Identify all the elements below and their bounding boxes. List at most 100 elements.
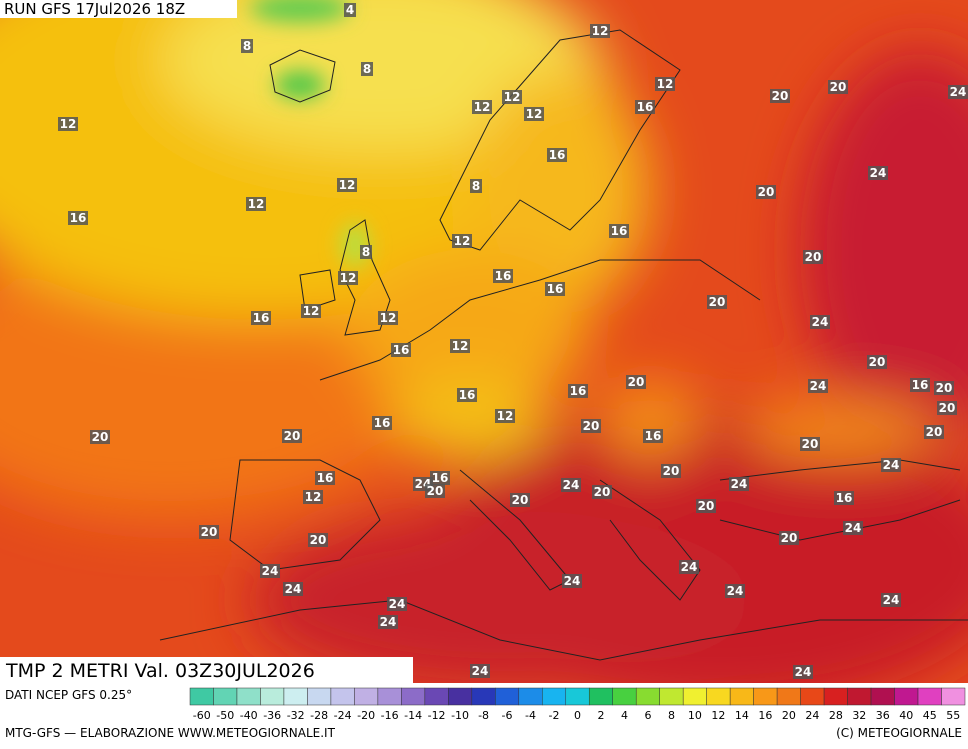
label-text: 16 xyxy=(549,148,566,162)
scale-label: 4 xyxy=(621,709,628,722)
label-box xyxy=(729,477,749,491)
contour-label: 24 xyxy=(378,615,398,629)
label-box xyxy=(547,148,567,162)
contour-label: 16 xyxy=(372,416,392,430)
scale-swatch xyxy=(729,687,754,706)
scale-swatch xyxy=(330,687,355,706)
contour-label: 24 xyxy=(793,665,813,679)
contour-label: 20 xyxy=(828,80,848,94)
contour-label: 20 xyxy=(425,484,445,498)
label-box xyxy=(452,234,472,248)
label-text: 20 xyxy=(628,375,645,389)
scale-swatch xyxy=(847,687,872,706)
contour-label: 24 xyxy=(881,458,901,472)
label-box xyxy=(881,593,901,607)
contour-label: 16 xyxy=(68,211,88,225)
contour-label: 4 xyxy=(344,3,356,17)
label-text: 20 xyxy=(772,89,789,103)
scale-swatch xyxy=(213,687,238,706)
scale-label: 40 xyxy=(899,709,913,722)
scale-swatch xyxy=(518,687,543,706)
label-box xyxy=(808,379,828,393)
contour-label: 12 xyxy=(450,339,470,353)
contour-label: 24 xyxy=(561,478,581,492)
label-box xyxy=(581,419,601,433)
label-text: 24 xyxy=(870,166,887,180)
map-title: TMP 2 METRI Val. 03Z30JUL2026 xyxy=(5,660,315,682)
label-text: 12 xyxy=(380,311,397,325)
scale-swatch xyxy=(894,687,919,706)
label-text: 24 xyxy=(681,560,698,574)
scale-swatch xyxy=(800,687,825,706)
label-text: 16 xyxy=(645,429,662,443)
scale-label: 8 xyxy=(668,709,675,722)
contour-label: 16 xyxy=(493,269,513,283)
contour-label: 20 xyxy=(867,355,887,369)
contour-label: 20 xyxy=(308,533,328,547)
label-box xyxy=(387,597,407,611)
contour-label: 8 xyxy=(360,245,372,259)
scale-swatch xyxy=(682,687,707,706)
label-text: 12 xyxy=(526,107,543,121)
label-text: 20 xyxy=(427,484,444,498)
coastlines xyxy=(159,29,968,661)
contour-label: 16 xyxy=(430,471,450,485)
label-text: 16 xyxy=(611,224,628,238)
label-box xyxy=(934,381,954,395)
label-box xyxy=(868,166,888,180)
label-text: 16 xyxy=(317,471,334,485)
contour-label: 16 xyxy=(635,100,655,114)
scale-swatch xyxy=(377,687,402,706)
scale-swatch xyxy=(236,687,261,706)
label-box xyxy=(372,416,392,430)
label-box xyxy=(948,85,968,99)
label-box xyxy=(199,525,219,539)
title-box xyxy=(0,657,413,683)
run-label: RUN GFS 17Jul2026 18Z xyxy=(4,0,185,18)
scale-swatch xyxy=(189,687,214,706)
label-text: 24 xyxy=(564,574,581,588)
contour-label: 16 xyxy=(251,311,271,325)
scale-label: -36 xyxy=(263,709,281,722)
label-box xyxy=(910,378,930,392)
scale-label: -50 xyxy=(216,709,234,722)
contour-label: 20 xyxy=(937,401,957,415)
label-text: 20 xyxy=(830,80,847,94)
contour-label: 16 xyxy=(457,388,477,402)
credit: MTG-GFS — ELABORAZIONE WWW.METEOGIORNALE… xyxy=(5,726,336,740)
contour-label: 20 xyxy=(90,430,110,444)
label-text: 16 xyxy=(432,471,449,485)
contour-label: 12 xyxy=(378,311,398,325)
label-text: 24 xyxy=(262,564,279,578)
label-box xyxy=(609,224,629,238)
label-text: 24 xyxy=(883,458,900,472)
contour-label: 12 xyxy=(58,117,78,131)
contour-label: 24 xyxy=(725,584,745,598)
label-box xyxy=(655,77,675,91)
label-text: 16 xyxy=(495,269,512,283)
label-text: 20 xyxy=(936,381,953,395)
scale-swatch xyxy=(635,687,660,706)
label-box xyxy=(58,117,78,131)
label-box xyxy=(251,311,271,325)
label-text: 16 xyxy=(912,378,929,392)
label-text: 20 xyxy=(939,401,956,415)
label-text: 12 xyxy=(303,304,320,318)
label-box xyxy=(303,490,323,504)
label-text: 16 xyxy=(374,416,391,430)
label-text: 12 xyxy=(592,24,609,38)
scale-label: 10 xyxy=(688,709,702,722)
label-box xyxy=(301,304,321,318)
contour-label: 12 xyxy=(337,178,357,192)
scale-label: -6 xyxy=(502,709,513,722)
label-text: 12 xyxy=(497,409,514,423)
scale-label: -8 xyxy=(478,709,489,722)
contour-label: 16 xyxy=(568,384,588,398)
scale-swatch xyxy=(588,687,613,706)
scale-label: 24 xyxy=(805,709,819,722)
label-box xyxy=(260,564,280,578)
label-box xyxy=(881,458,901,472)
contour-label: 24 xyxy=(470,664,490,678)
